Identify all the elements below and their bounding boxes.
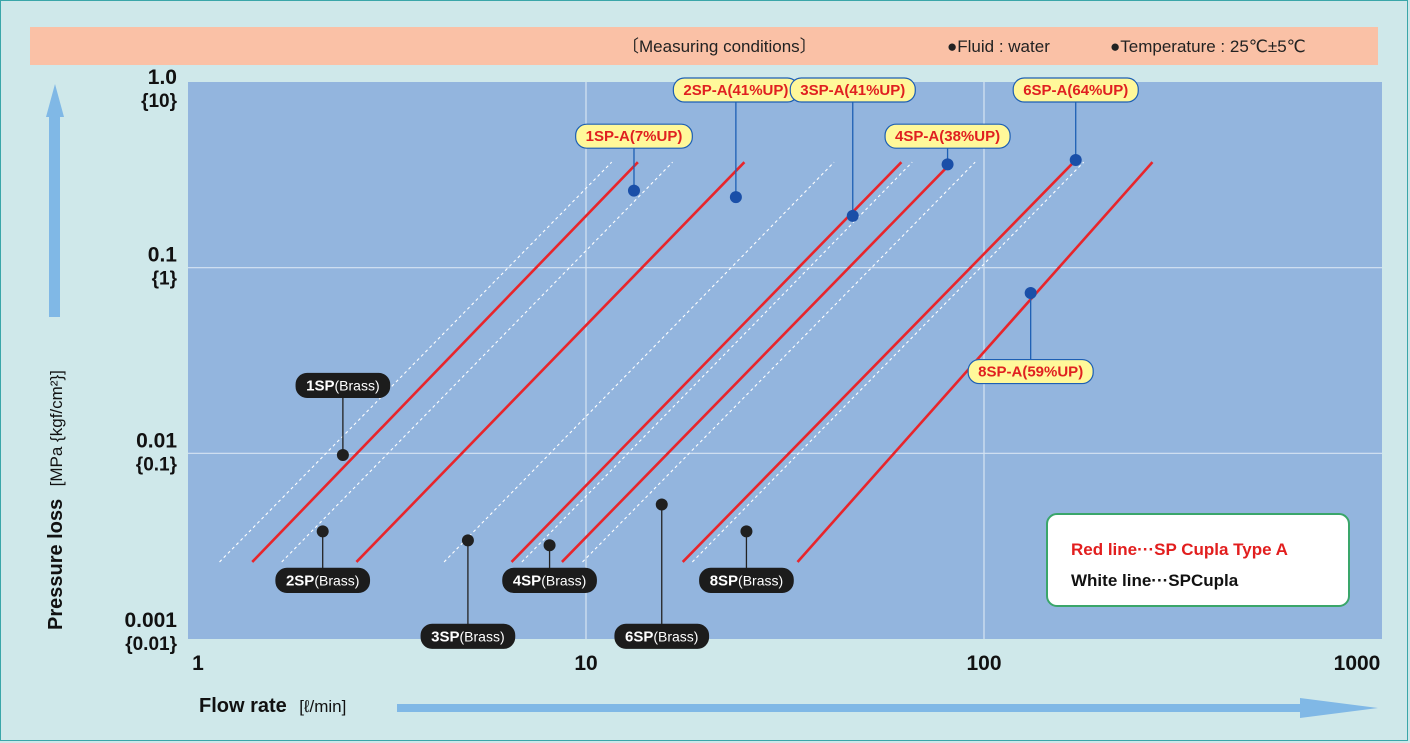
y-axis-arrow-shaft <box>49 117 60 317</box>
label-pill <box>699 567 794 594</box>
y-tick-sublabel: {0.1} <box>136 454 178 475</box>
series-label-6sp-brass: 6SP(Brass) <box>614 623 710 649</box>
series-label-1sp-brass: 1SP(Brass) <box>295 372 391 399</box>
label-pill <box>502 567 597 594</box>
series-label-3sp-a-41-up: 3SP-A(41%UP) <box>789 77 916 103</box>
label-pill <box>884 123 1011 149</box>
data-marker <box>846 209 859 222</box>
x-axis-arrow <box>397 698 1378 718</box>
label-pill <box>420 623 516 649</box>
x-axis-title: Flow rate [ℓ/min] <box>199 695 346 717</box>
y-tick-label: 0.01 <box>136 429 177 452</box>
series-label-2sp-brass: 2SP(Brass) <box>275 567 371 594</box>
series-line-4sp-a-38-up <box>560 161 953 563</box>
legend-red-line: Red line···SP Cupla Type A <box>1071 540 1288 559</box>
y-tick-label: 1.0 <box>148 66 177 89</box>
leader-lines <box>322 102 1077 625</box>
series-line-3sp-a-41-up <box>510 161 903 563</box>
data-marker <box>627 184 640 197</box>
data-marker <box>655 498 668 511</box>
data-marker <box>316 525 329 538</box>
legend: Red line···SP Cupla Type A White line···… <box>1046 513 1350 607</box>
series-label-8sp-brass: 8SP(Brass) <box>699 567 794 594</box>
x-tick-label: 1 <box>192 652 204 675</box>
label-pill <box>275 567 371 594</box>
markers <box>316 154 1082 552</box>
conditions-heading: 〔Measuring conditions〕 <box>622 37 817 56</box>
y-tick-label: 0.1 <box>148 244 178 267</box>
x-axis-label: Flow rate <box>199 695 287 717</box>
series-label-text: 4SP-A(38%UP) <box>895 128 1000 145</box>
legend-box <box>1046 513 1350 607</box>
label-pill <box>1012 77 1139 103</box>
y-tick-label: 0.001 <box>124 609 177 632</box>
series-labels: 1SP-A(7%UP) 2SP-A(41%UP) 3SP-A(41%UP) 4SP-A… <box>275 77 1139 649</box>
y-tick-sublabel: {10} <box>141 91 178 112</box>
data-marker <box>729 191 742 204</box>
series-label-text: 6SP-A(64%UP) <box>1023 82 1128 99</box>
series-label-text: 8SP-A(59%UP) <box>978 364 1083 381</box>
data-marker <box>740 525 753 538</box>
data-marker <box>941 158 954 171</box>
data-marker <box>461 534 474 547</box>
series-label-1sp-a-7-up: 1SP-A(7%UP) <box>575 123 693 149</box>
data-marker <box>1069 154 1082 167</box>
series-line-2sp-a-41-up <box>355 161 746 563</box>
x-tick-label: 100 <box>966 652 1001 675</box>
series-lines <box>219 161 1154 563</box>
y-tick-labels: 1.0{10} 0.1{1} 0.01{0.1} 0.001{0.01} <box>124 66 177 655</box>
conditions-temperature: ●Temperature : 25℃±5℃ <box>1110 37 1306 56</box>
data-marker <box>543 539 556 552</box>
series-label-text: 4SP(Brass) <box>513 572 586 589</box>
conditions-fluid: ●Fluid : water <box>947 37 1050 56</box>
series-label-text: 2SP(Brass) <box>286 572 359 589</box>
y-axis-unit: [MPa {kgf/cm²}] <box>47 370 66 486</box>
series-label-text: 1SP(Brass) <box>306 377 379 394</box>
y-tick-sublabel: {0.01} <box>125 634 177 655</box>
series-label-text: 1SP-A(7%UP) <box>586 128 683 145</box>
y-axis-arrow-head <box>46 84 64 117</box>
series-label-text: 3SP-A(41%UP) <box>800 82 905 99</box>
data-marker <box>1024 287 1037 300</box>
series-label-text: 3SP(Brass) <box>431 628 504 645</box>
series-line-6sp-a-64-up <box>681 161 1075 563</box>
label-pill <box>789 77 916 103</box>
data-marker <box>336 448 349 461</box>
series-label-text: 8SP(Brass) <box>710 572 783 589</box>
series-label-2sp-a-41-up: 2SP-A(41%UP) <box>672 77 799 103</box>
label-pill <box>575 123 693 149</box>
y-tick-sublabel: {1} <box>152 269 178 290</box>
label-pill <box>295 372 391 399</box>
x-tick-labels: 1 10 100 1000 <box>192 652 1380 675</box>
legend-white-line: White line···SPCupla <box>1071 571 1239 590</box>
x-axis-unit: [ℓ/min] <box>299 697 346 716</box>
y-axis-title: Pressure loss [MPa {kgf/cm²}] <box>45 370 67 630</box>
conditions-bar <box>30 27 1378 65</box>
x-tick-label: 1000 <box>1334 652 1381 675</box>
series-label-6sp-a-64-up: 6SP-A(64%UP) <box>1012 77 1139 103</box>
series-label-3sp-brass: 3SP(Brass) <box>420 623 516 649</box>
x-tick-label: 10 <box>574 652 597 675</box>
series-label-4sp-brass: 4SP(Brass) <box>502 567 597 594</box>
y-axis-label: Pressure loss <box>45 499 67 630</box>
series-label-8sp-a-59-up: 8SP-A(59%UP) <box>967 358 1094 385</box>
label-pill <box>967 358 1094 385</box>
label-pill <box>614 623 710 649</box>
series-label-4sp-a-38-up: 4SP-A(38%UP) <box>884 123 1011 149</box>
series-label-text: 2SP-A(41%UP) <box>683 82 788 99</box>
series-label-text: 6SP(Brass) <box>625 628 698 645</box>
series-line-1sp-a-7-up <box>251 161 639 563</box>
